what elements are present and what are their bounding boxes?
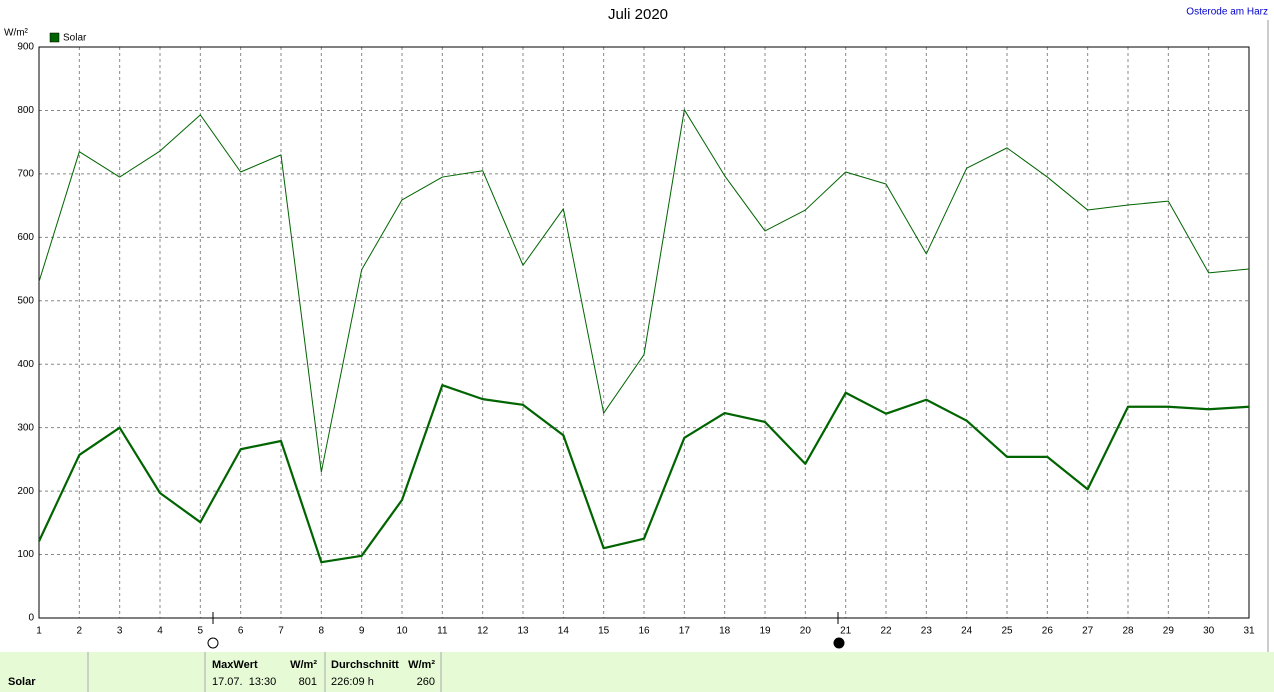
x-tick-label: 12 (477, 626, 489, 637)
avg-value: 260 (417, 676, 435, 688)
footer-label: Solar (8, 676, 36, 688)
x-tick-label: 26 (1042, 626, 1054, 637)
max-date: 17.07. 13:30 (212, 676, 276, 688)
x-tick-label: 2 (77, 626, 83, 637)
x-tick-label: 27 (1082, 626, 1094, 637)
x-tick-label: 28 (1122, 626, 1134, 637)
new-moon-icon (833, 637, 845, 649)
x-tick-label: 21 (840, 626, 852, 637)
x-tick-label: 25 (1001, 626, 1013, 637)
series-line (38, 384, 1250, 564)
x-tick-label: 16 (638, 626, 650, 637)
avg-unit: W/m² (408, 659, 435, 671)
max-header: MaxWert (212, 659, 258, 671)
x-tick-label: 18 (719, 626, 731, 637)
series-line (38, 109, 1250, 473)
footer: Solar MaxWert W/m² 17.07. 13:30 801 Durc… (0, 652, 1274, 692)
y-tick-label: 400 (17, 359, 34, 370)
x-tick-label: 22 (880, 626, 892, 637)
x-tick-label: 15 (598, 626, 610, 637)
footer-bg (0, 652, 1274, 692)
x-tick-label: 24 (961, 626, 973, 637)
x-tick-label: 10 (396, 626, 408, 637)
x-tick-label: 14 (558, 626, 570, 637)
y-tick-label: 700 (17, 169, 34, 180)
y-tick-label: 0 (28, 613, 34, 624)
x-tick-label: 31 (1243, 626, 1255, 637)
x-tick-label: 23 (921, 626, 933, 637)
legend-label: Solar (63, 33, 87, 44)
full-moon-icon (207, 637, 219, 649)
x-tick-label: 6 (238, 626, 244, 637)
x-tick-label: 17 (679, 626, 691, 637)
y-tick-label: 200 (17, 486, 34, 497)
y-tick-label: 900 (17, 42, 34, 53)
x-tick-label: 20 (800, 626, 812, 637)
y-tick-label: 300 (17, 422, 34, 433)
legend-swatch (49, 32, 60, 43)
x-tick-label: 11 (437, 626, 448, 637)
y-tick-label: 100 (17, 549, 34, 560)
y-tick-label: 500 (17, 295, 34, 306)
y-axis-label: W/m² (4, 28, 29, 39)
max-value: 801 (299, 676, 317, 688)
max-unit: W/m² (290, 659, 317, 671)
x-tick-label: 13 (517, 626, 529, 637)
x-tick-label: 29 (1163, 626, 1175, 637)
x-tick-label: 5 (198, 626, 204, 637)
x-tick-label: 8 (319, 626, 325, 637)
avg-duration: 226:09 h (331, 676, 374, 688)
x-tick-label: 1 (36, 626, 42, 637)
x-tick-label: 19 (759, 626, 771, 637)
y-tick-label: 600 (17, 232, 34, 243)
x-tick-label: 7 (278, 626, 284, 637)
x-tick-label: 30 (1203, 626, 1215, 637)
chart-title: Juli 2020 (608, 6, 668, 23)
y-tick-label: 800 (17, 105, 34, 116)
x-tick-label: 3 (117, 626, 123, 637)
avg-header: Durchschnitt (331, 659, 399, 671)
x-tick-label: 4 (157, 626, 163, 637)
plot-border (38, 46, 1250, 619)
x-tick-label: 9 (359, 626, 365, 637)
location: Osterode am Harz (1186, 7, 1268, 18)
